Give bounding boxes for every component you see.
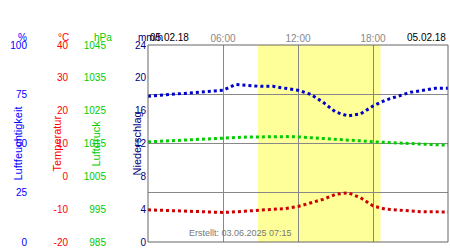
svg-text:1045: 1045: [84, 40, 107, 51]
svg-text:18:00: 18:00: [360, 33, 385, 44]
svg-text:985: 985: [89, 237, 106, 248]
svg-text:995: 995: [89, 204, 106, 215]
svg-text:100: 100: [10, 40, 27, 51]
svg-text:-20: -20: [54, 237, 69, 248]
svg-text:05.02.18: 05.02.18: [407, 32, 446, 43]
svg-text:Temperatur: Temperatur: [51, 116, 63, 172]
svg-text:75: 75: [16, 89, 28, 100]
svg-text:Luftfeuchtigkeit: Luftfeuchtigkeit: [12, 107, 24, 181]
svg-text:0: 0: [140, 237, 146, 248]
svg-text:10: 10: [57, 138, 69, 149]
svg-text:30: 30: [57, 72, 69, 83]
svg-text:16: 16: [135, 105, 147, 116]
svg-text:Luftdruck: Luftdruck: [90, 121, 102, 167]
svg-text:%: %: [18, 32, 27, 43]
svg-text:12: 12: [135, 138, 147, 149]
svg-text:40: 40: [57, 40, 69, 51]
svg-text:8: 8: [140, 171, 146, 182]
svg-text:4: 4: [140, 204, 146, 215]
svg-text:12:00: 12:00: [285, 33, 310, 44]
svg-text:20: 20: [57, 105, 69, 116]
svg-text:1015: 1015: [84, 138, 107, 149]
svg-text:hPa: hPa: [94, 32, 112, 43]
svg-text:1005: 1005: [84, 171, 107, 182]
svg-text:1035: 1035: [84, 72, 107, 83]
svg-text:1025: 1025: [84, 105, 107, 116]
svg-text:50: 50: [16, 138, 28, 149]
svg-text:-10: -10: [54, 204, 69, 215]
svg-text:°C: °C: [58, 32, 69, 43]
svg-text:05.02.18: 05.02.18: [150, 32, 189, 43]
svg-text:mm/h: mm/h: [138, 32, 163, 43]
svg-text:06:00: 06:00: [210, 33, 235, 44]
svg-text:24: 24: [135, 40, 147, 51]
svg-text:20: 20: [135, 72, 147, 83]
svg-text:0: 0: [21, 237, 27, 248]
svg-text:25: 25: [16, 187, 28, 198]
svg-text:0: 0: [62, 171, 68, 182]
svg-text:Erstellt: 03.06.2025 07:15: Erstellt: 03.06.2025 07:15: [189, 228, 292, 238]
svg-text:Niederschlag: Niederschlag: [131, 111, 143, 175]
